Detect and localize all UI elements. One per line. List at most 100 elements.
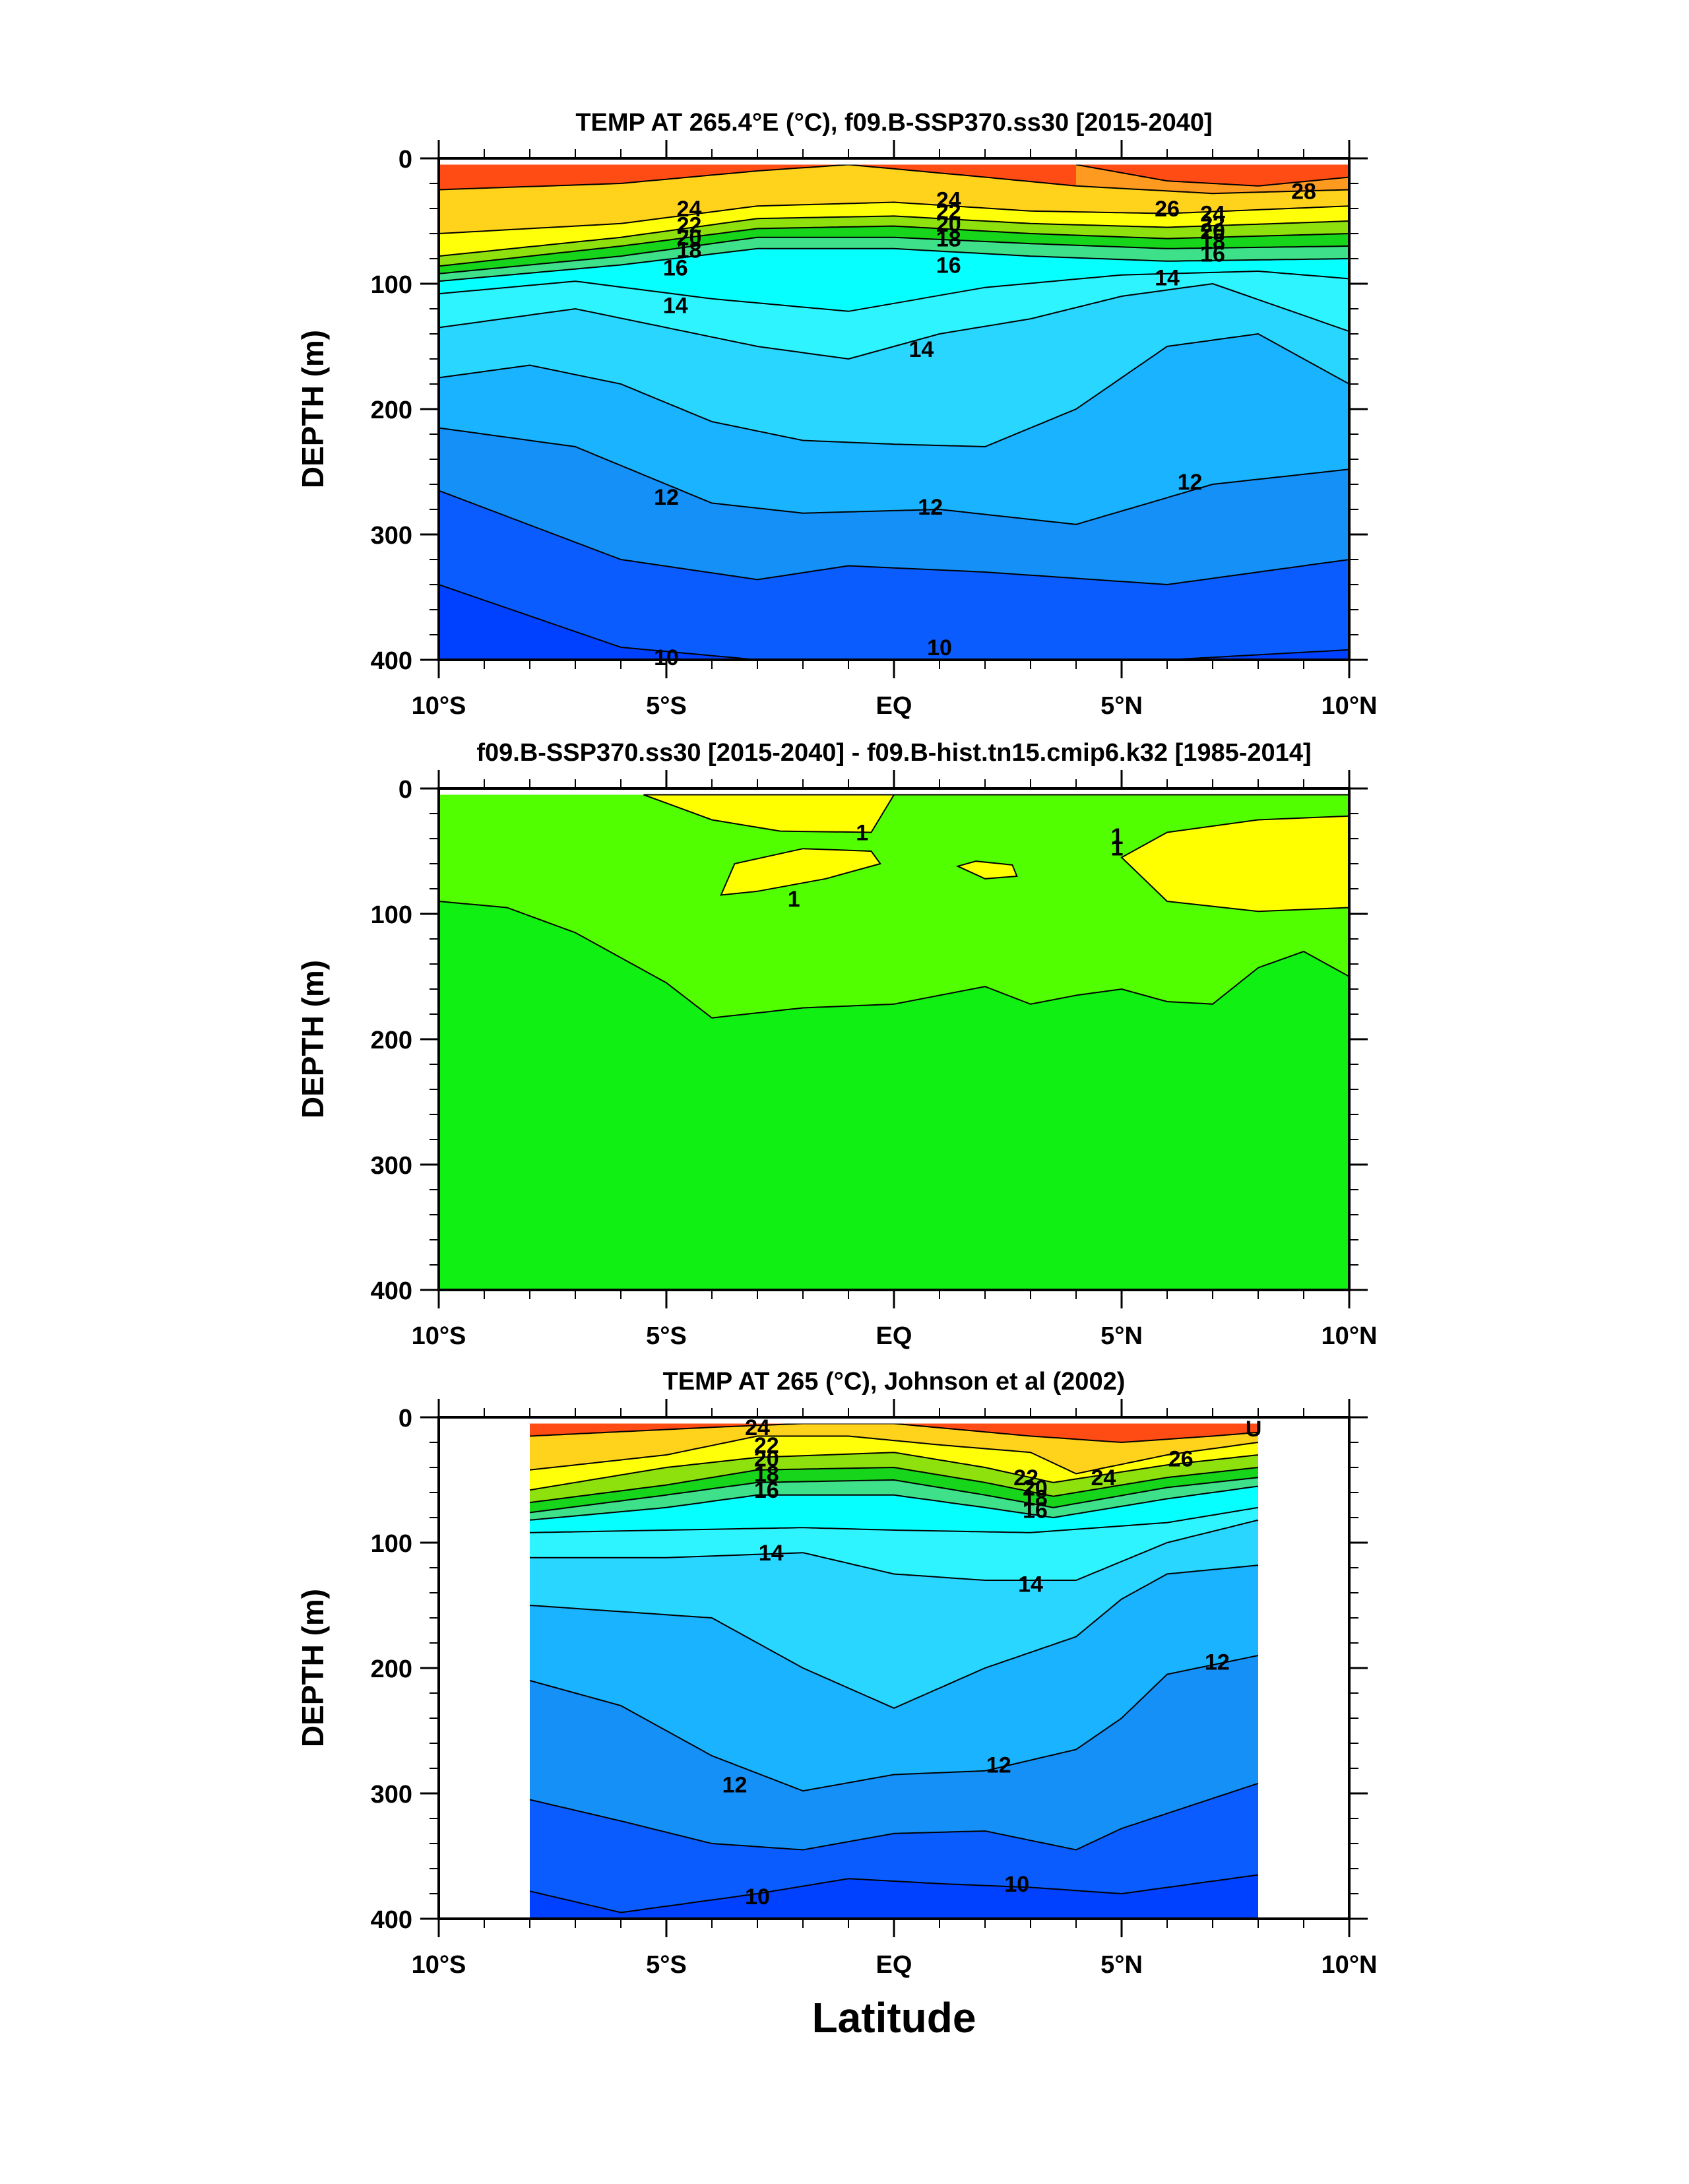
contour-label: 24 [677,197,702,222]
x-tick-label: 5°S [646,692,687,720]
contour-label: 24 [936,188,961,213]
contour-label: 18 [754,1462,779,1487]
isotherm-16 [529,1485,1259,1521]
y-axis-label: DEPTH (m) [296,330,330,488]
contour-label: 16 [1200,241,1225,267]
contour-label: 20 [677,226,702,251]
contour-label: 12 [654,485,679,510]
isotherm-11 [529,1655,1259,1792]
y-tick-label: 0 [398,146,412,174]
contour-label: 22 [936,199,961,224]
contour-label: 14 [663,293,688,318]
contour-label: 14 [1018,1572,1043,1597]
isotherm-10 [438,490,1350,586]
contour-label: 1 [788,887,800,912]
band-below-10 [530,1783,1258,1919]
y-tick-label: 100 [371,1530,412,1558]
contour-label: 10 [927,635,952,660]
x-tick-label: 5°S [646,1951,687,1979]
contour-label: 16 [936,253,961,278]
isotherm-22 [438,215,1350,257]
y-tick-label: 0 [398,776,412,804]
contour-label: 12 [1205,1650,1230,1675]
isotherm-14 [438,270,1350,312]
contour-label: 12 [722,1773,748,1798]
x-tick-label: 10°S [412,1322,466,1350]
panel-title: TEMP AT 265 (°C), Johnson et al (2002) [663,1368,1126,1396]
contour-label: 16 [663,255,688,280]
x-tick-label: EQ [876,1322,912,1350]
contour-label: 22 [677,213,702,238]
contour-label: 14 [908,337,934,362]
contour-label: 12 [918,495,943,520]
contour-label: 22 [1013,1465,1038,1491]
x-tick-label: 10°N [1322,692,1378,720]
y-axis-label: DEPTH (m) [296,1589,330,1747]
panel-title: TEMP AT 265.4°E (°C), f09.B-SSP370.ss30 … [575,109,1212,137]
y-axis-label: DEPTH (m) [296,960,330,1118]
surface-gap [530,1417,1258,1424]
band-below-9 [439,585,1349,660]
isotherm-12 [529,1564,1259,1709]
contour-label: 1 [1111,824,1124,849]
isotherm-20 [529,1466,1259,1504]
contour-label: 20 [754,1447,779,1472]
x-tick-label: EQ [876,1951,912,1979]
contour-label: 26 [1155,197,1180,222]
contour-label: 24 [1200,202,1225,227]
isotherm-28 [1075,164,1350,187]
x-tick-label: 5°N [1100,1951,1143,1979]
contour-label: 12 [1178,470,1203,495]
y-tick-label: 200 [371,397,412,424]
contour-label: 16 [1023,1498,1048,1524]
contour-label: 22 [754,1433,779,1458]
contour-label: 20 [1023,1475,1048,1500]
x-tick-label: 10°N [1322,1951,1378,1979]
contour-label: 20 [1200,219,1225,244]
contour-label: 16 [754,1478,779,1503]
contour-label: 10 [745,1884,770,1910]
contour-label: 10 [1004,1872,1029,1897]
y-tick-label: 0 [398,1405,412,1432]
diff-high-region [720,848,881,896]
isotherm-24 [529,1435,1259,1475]
contour-label: 22 [1200,212,1225,237]
y-tick-label: 400 [371,647,412,675]
isotherm-14 [529,1506,1259,1533]
isotherm-12 [438,333,1350,448]
contour-label: U [1246,1417,1262,1442]
y-tick-label: 200 [371,1655,412,1683]
panel-title: f09.B-SSP370.ss30 [2015-2040] - f09.B-hi… [476,739,1311,767]
isotherm-20 [438,225,1350,267]
x-axis-label: Latitude [812,1994,976,2041]
diff-contour-0.5 [438,901,1350,1019]
isotherm-18 [438,236,1350,274]
y-tick-label: 100 [371,901,412,929]
contour-label: 18 [677,238,702,263]
contour-label: 1 [856,821,868,846]
diff-low-region [439,901,1349,1290]
isotherm-16 [438,247,1350,282]
y-tick-label: 200 [371,1027,412,1054]
contour-label: 18 [936,227,961,252]
contour-label: 12 [986,1752,1011,1778]
surface-gap [439,158,1349,165]
x-tick-label: 10°N [1322,1322,1378,1350]
x-tick-label: 5°N [1100,692,1143,720]
isotherm-13 [438,282,1350,360]
contour-label: 1 [1111,835,1124,860]
isotherm-18 [529,1477,1259,1514]
contour-label: 14 [1155,266,1180,291]
contour-label: 24 [745,1415,770,1440]
isotherm-24 [438,201,1350,234]
contour-label: 18 [1023,1486,1048,1511]
y-tick-label: 300 [371,1152,412,1180]
isotherm-26 [438,164,1350,195]
band-below-10 [439,490,1349,660]
